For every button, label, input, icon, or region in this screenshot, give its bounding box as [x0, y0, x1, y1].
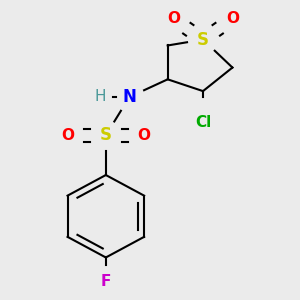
Text: F: F	[100, 274, 111, 289]
Text: Cl: Cl	[195, 115, 211, 130]
Text: O: O	[61, 128, 74, 143]
Text: O: O	[167, 11, 180, 26]
Text: S: S	[197, 31, 209, 49]
Text: O: O	[138, 128, 151, 143]
Text: O: O	[226, 11, 239, 26]
Text: S: S	[100, 126, 112, 144]
Text: N: N	[122, 88, 136, 106]
Text: H: H	[94, 89, 106, 104]
